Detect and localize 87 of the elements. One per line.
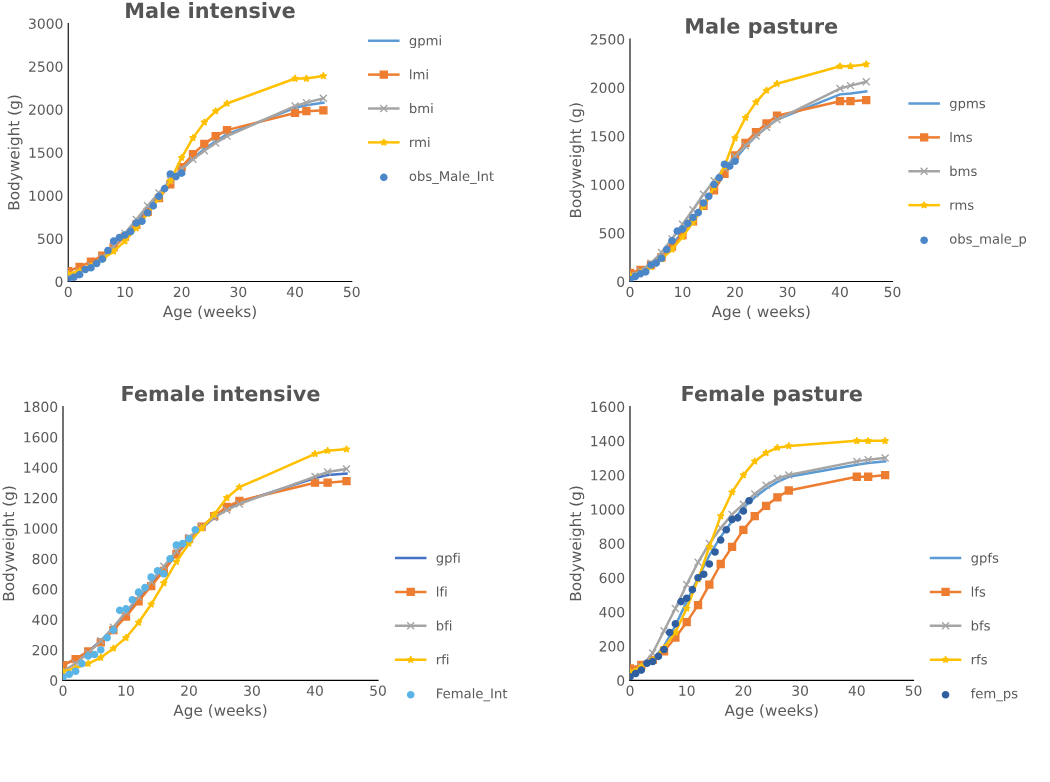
- legend-label: lfi: [437, 586, 447, 597]
- chart-title: Female pasture: [682, 385, 862, 406]
- y-tick-label: 1000: [591, 179, 625, 191]
- legend-label: bmi: [410, 103, 433, 114]
- x-tick-label: 40: [831, 286, 848, 298]
- x-tick-label: 20: [727, 286, 743, 298]
- legend-label: bfs: [971, 620, 990, 631]
- legend-label: obs_male_p: [949, 233, 1027, 247]
- y-axis-title: Bodyweight (g): [569, 103, 585, 218]
- y-tick-label: 3000: [29, 18, 63, 29]
- x-tick-label: 50: [370, 685, 386, 696]
- legend-label: gpfi: [436, 552, 460, 566]
- x-tick-label: 20: [173, 286, 190, 298]
- y-axis-title: Bodyweight (g): [569, 486, 585, 601]
- x-tick-label: 0: [626, 685, 634, 696]
- x-tick-label: 30: [779, 286, 796, 298]
- y-tick-label: 500: [599, 228, 625, 239]
- legend-label: Female_Int: [437, 688, 508, 702]
- x-tick-label: 40: [848, 685, 865, 696]
- x-axis-title: Age (weeks): [724, 704, 818, 719]
- chart-title: Male intensive: [126, 2, 295, 19]
- y-tick-label: 0: [55, 276, 63, 287]
- legend-label: gpfs: [971, 552, 999, 566]
- y-tick-label: 1400: [591, 435, 625, 447]
- legend-label: bms: [950, 165, 977, 177]
- x-tick-label: 30: [244, 685, 260, 696]
- legend-label: rfs: [971, 654, 987, 665]
- x-tick-label: 10: [118, 685, 134, 696]
- chart-title: Female intensive: [122, 385, 320, 402]
- legend-label: fem_ps: [970, 688, 1018, 702]
- y-tick-label: 600: [32, 584, 58, 595]
- y-tick-label: 2500: [590, 34, 625, 45]
- x-tick-label: 10: [117, 286, 133, 298]
- x-tick-label: 0: [626, 286, 634, 298]
- x-axis-title: Age (weeks): [173, 704, 267, 719]
- y-tick-label: 1200: [24, 492, 58, 504]
- y-tick-label: 1500: [591, 131, 625, 142]
- y-tick-label: 2500: [29, 61, 63, 72]
- legend-label: obs_Male_Int: [409, 170, 494, 184]
- y-tick-label: 2000: [590, 82, 625, 94]
- legend-label: lms: [950, 131, 972, 143]
- x-tick-label: 30: [230, 286, 247, 298]
- x-tick-label: 20: [181, 685, 197, 696]
- x-tick-label: 40: [286, 286, 303, 298]
- legend-label: bfi: [436, 620, 452, 631]
- legend-label: lmi: [410, 69, 428, 80]
- y-tick-label: 1200: [591, 470, 625, 481]
- y-axis-title: Bodyweight (g): [2, 486, 18, 601]
- y-tick-label: 0: [50, 675, 58, 686]
- legend-label: rmi: [410, 136, 430, 147]
- y-tick-label: 400: [599, 606, 625, 618]
- legend-label: rms: [950, 202, 974, 210]
- y-tick-label: 2000: [29, 104, 63, 115]
- x-axis-title: Age (weeks): [162, 305, 256, 321]
- y-tick-label: 1500: [29, 147, 63, 158]
- y-tick-label: 800: [599, 538, 625, 549]
- y-tick-label: 1000: [591, 504, 625, 515]
- legend-label: gpms: [949, 100, 986, 111]
- x-tick-label: 50: [884, 286, 901, 298]
- x-tick-label: 0: [64, 286, 72, 298]
- x-tick-label: 30: [792, 685, 809, 696]
- y-axis-title: Bodyweight (g): [7, 95, 23, 210]
- x-tick-label: 20: [735, 685, 752, 696]
- y-tick-label: 500: [37, 233, 63, 244]
- y-tick-label: 600: [599, 572, 625, 584]
- x-tick-label: 50: [343, 286, 360, 298]
- x-tick-label: 10: [679, 685, 695, 696]
- y-tick-label: 0: [617, 675, 625, 686]
- y-tick-label: 1600: [591, 401, 625, 413]
- y-tick-label: 0: [617, 276, 625, 287]
- x-axis-title: Age ( weeks): [711, 305, 810, 321]
- x-tick-label: 50: [905, 685, 922, 696]
- y-tick-label: 1600: [24, 432, 58, 443]
- y-tick-label: 200: [32, 644, 58, 656]
- legend-label: rfi: [436, 654, 449, 665]
- x-tick-label: 10: [675, 286, 691, 298]
- y-tick-label: 200: [599, 641, 625, 652]
- x-tick-label: 40: [306, 685, 323, 696]
- y-tick-label: 1000: [29, 190, 63, 201]
- legend-label: gpmi: [409, 35, 441, 49]
- y-tick-label: 400: [32, 614, 58, 625]
- chart-title: Male pasture: [686, 17, 838, 38]
- y-tick-label: 1800: [24, 401, 58, 413]
- y-tick-label: 1000: [24, 523, 58, 534]
- y-tick-label: 1400: [24, 462, 58, 473]
- y-tick-label: 800: [32, 553, 58, 565]
- legend-label: lfs: [971, 586, 986, 597]
